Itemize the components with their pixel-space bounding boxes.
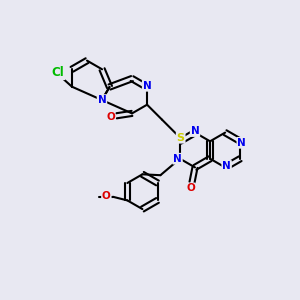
- Text: O: O: [106, 112, 115, 122]
- Text: N: N: [98, 95, 106, 105]
- Text: N: N: [190, 126, 200, 136]
- Text: O: O: [186, 183, 195, 194]
- Text: N: N: [173, 154, 182, 164]
- Text: N: N: [222, 161, 231, 171]
- Text: O: O: [102, 191, 111, 201]
- Text: Cl: Cl: [52, 66, 64, 79]
- Text: S: S: [177, 133, 185, 143]
- Text: N: N: [237, 138, 246, 148]
- Text: N: N: [143, 81, 152, 91]
